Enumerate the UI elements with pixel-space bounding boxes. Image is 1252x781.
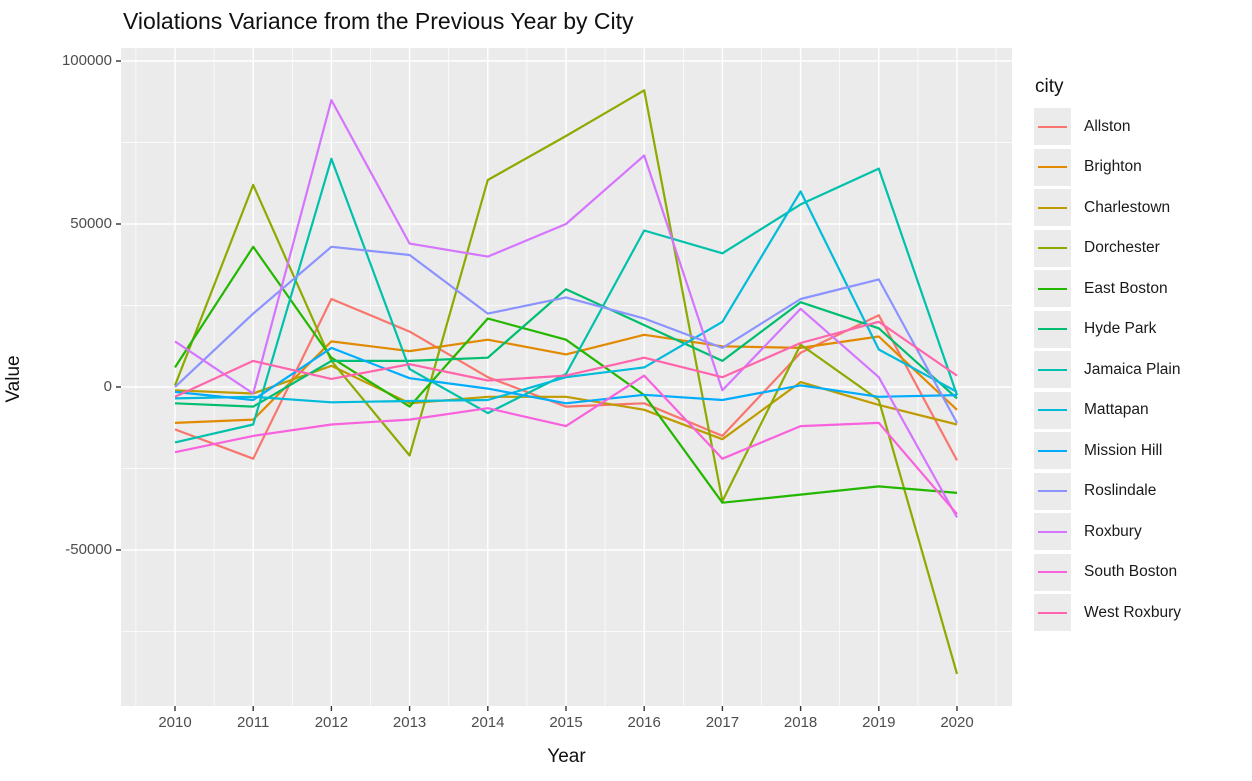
legend-key-line [1038,571,1067,573]
x-tick-label: 2017 [705,714,740,731]
legend-key-line [1038,449,1067,452]
series-line [174,374,958,515]
legend-item: East Boston [1034,270,1181,307]
x-tick-label: 2012 [314,714,349,731]
legend-item-label: West Roxbury [1084,603,1182,621]
legend-key-line [1038,206,1067,209]
legend-key-swatch [1034,472,1071,510]
legend-item-label: Allston [1084,117,1131,135]
legend-item: Mission Hill [1034,432,1181,469]
legend-item-label: South Boston [1084,563,1178,580]
legend-item: West Roxbury [1034,594,1181,631]
legend-item-label: Jamaica Plain [1084,360,1181,378]
series-line [174,98,958,518]
legend-item-label: Roslindale [1084,482,1157,499]
legend-key-line [1038,409,1067,411]
series-line [174,288,958,408]
series-line [174,190,958,404]
legend-key-line [1038,490,1067,492]
x-tick-label: 2014 [471,714,505,731]
legend-key-swatch [1034,189,1071,226]
legend-item-label: Mattapan [1084,401,1149,418]
legend-item-label: Roxbury [1084,522,1142,540]
x-tick-label: 2015 [549,714,583,731]
x-tick-label: 2018 [783,714,818,731]
legend-key-swatch [1034,108,1071,145]
legend-item-label: Charlestown [1084,198,1171,216]
legend-key-swatch [1034,553,1071,591]
series-line [174,346,958,405]
legend-key-swatch [1034,229,1071,267]
legend-item-label: Brighton [1084,158,1142,175]
series-line [174,333,958,424]
x-axis-title: Year [547,746,586,767]
legend-key-line [1038,611,1067,614]
legend-item: Charlestown [1034,189,1181,226]
y-tick-label: 50000 [70,215,112,232]
series-line [173,89,959,675]
legend-key-swatch [1034,513,1071,550]
legend-item: South Boston [1034,553,1181,591]
x-tick-label: 2010 [158,714,192,731]
legend-key-swatch [1034,310,1071,348]
legend-key-line [1038,530,1067,533]
x-tick-label: 2013 [392,714,427,731]
legend-key-swatch [1034,148,1071,186]
legend-item: Jamaica Plain [1034,351,1181,388]
legend-key-swatch [1034,594,1071,631]
y-tick-label: -50000 [65,541,112,558]
x-tick-label: 2020 [940,714,974,731]
legend-items: Allston Brighton Charlestown Dorchester East… [1034,108,1181,631]
legend-key-line [1038,287,1067,290]
legend-key-line [1038,166,1067,168]
chart-legend: city Allston Brighton Charlestown Dorcheste… [1034,76,1181,635]
legend-key-swatch [1034,270,1071,307]
x-tick-label: 2019 [862,714,896,731]
legend-key-line [1038,368,1067,371]
legend-item: Allston [1034,108,1181,145]
legend-key-line [1038,328,1067,330]
legend-item-label: East Boston [1084,279,1168,297]
legend-item-label: Hyde Park [1084,320,1157,337]
series-line [174,297,958,461]
y-tick-label: 0 [103,378,112,395]
legend-item: Dorchester [1034,229,1181,267]
legend-item: Roxbury [1034,513,1181,550]
legend-key-swatch [1034,432,1071,469]
legend-key-line [1038,125,1067,128]
series-line [174,320,958,398]
legend-key-swatch [1034,391,1071,429]
legend-item: Hyde Park [1034,310,1181,348]
series-line [174,245,958,504]
x-tick-label: 2016 [627,714,661,731]
legend-item-label: Mission Hill [1084,441,1163,459]
x-tick-label: 2011 [237,714,270,731]
legend-item: Brighton [1034,148,1181,186]
series-line [174,157,959,444]
legend-item: Mattapan [1034,391,1181,429]
legend-key-swatch [1034,351,1071,388]
series-line [174,245,958,424]
chart-title: Violations Variance from the Previous Ye… [123,8,634,34]
legend-item: Roslindale [1034,472,1181,510]
legend-title: city [1035,76,1064,97]
y-tick-label: 100000 [61,52,112,69]
legend-item-label: Dorchester [1084,239,1160,256]
legend-key-line [1038,247,1067,249]
